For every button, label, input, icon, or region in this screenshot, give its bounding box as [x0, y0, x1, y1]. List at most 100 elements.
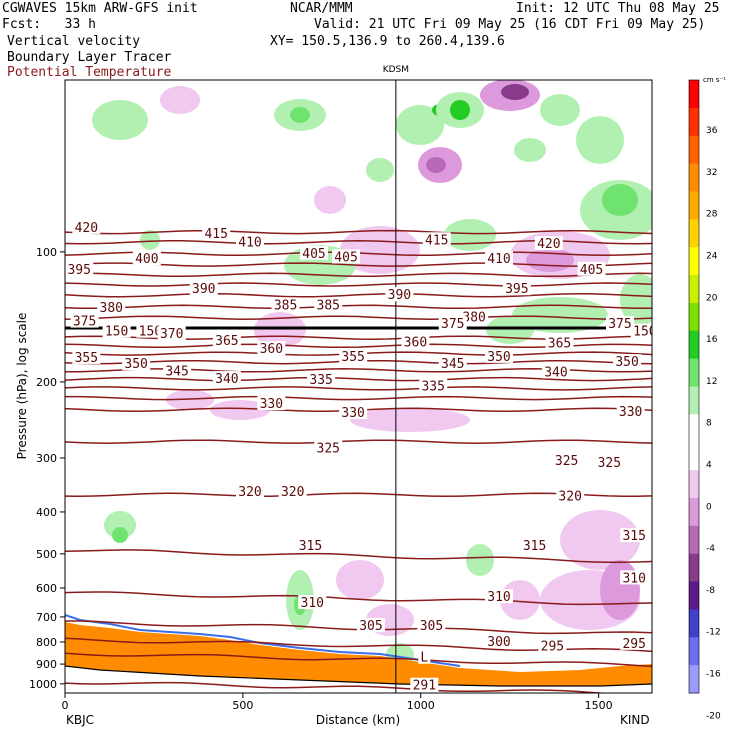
forecast-hour: Fcst: 33 h [2, 17, 96, 32]
contour-label: 415 [425, 233, 448, 248]
contour-label: 315 [523, 539, 546, 554]
x-tick-label: 500 [232, 699, 253, 712]
contour-label-bg [235, 484, 264, 499]
contour-label-bg [132, 251, 161, 266]
vertical-velocity-cell [366, 158, 394, 182]
contour-label: 305 [359, 619, 382, 634]
contour-label: 310 [301, 596, 324, 611]
contour-label-bg [257, 396, 286, 411]
contour-label-bg [97, 300, 126, 315]
contour-label-bg [541, 364, 570, 379]
colorbar-swatch [689, 330, 699, 360]
contour-label-bg [70, 313, 99, 328]
contour-label: 325 [317, 441, 340, 456]
y-axis: 100 200 300 400 500 600 700 800 900 1000 [29, 246, 65, 691]
colorbar-unit: cm s⁻¹ [703, 76, 726, 84]
vertical-velocity-cell [166, 390, 214, 410]
contour-label-bg [136, 323, 165, 338]
contour-label: 330 [260, 397, 283, 412]
x-axis-title: Distance (km) [316, 713, 400, 727]
contour-label: 330 [619, 405, 642, 420]
y-axis-title: Pressure (hPa), log scale [15, 313, 29, 460]
contour-label-bg [595, 454, 624, 469]
contour-label: 410 [487, 252, 510, 267]
contour-label-bg [485, 251, 514, 266]
contour-label: 291 [413, 679, 436, 694]
contour-label-bg [257, 341, 286, 356]
contour-label: L [420, 651, 428, 666]
x-axis: 0 500 1000 1500 [62, 693, 613, 712]
boundary-layer-tracer [65, 622, 652, 693]
colorbar-label: 0 [706, 502, 712, 512]
boundary-layer-edge [65, 614, 461, 667]
contour-label-bg [332, 249, 361, 264]
isentrope-line [65, 395, 652, 401]
colorbar-swatch [689, 219, 699, 248]
colorbar-swatch [689, 609, 699, 638]
contour-label: 405 [302, 247, 325, 262]
contour-label: 360 [260, 342, 283, 357]
contour-label: 410 [238, 235, 261, 250]
valid-time: Valid: 21 UTC Fri 09 May 25 (16 CDT Fri … [314, 17, 706, 32]
contour-label: 355 [75, 351, 98, 366]
y-tick-label: 1000 [29, 678, 57, 691]
colorbar-swatch [689, 107, 699, 137]
contour-label: 330 [341, 406, 364, 421]
contour-label-bg [189, 281, 218, 296]
isentrope-line [65, 492, 652, 498]
contour-label-bg [401, 334, 430, 349]
ground-surface [65, 665, 652, 687]
contour-label: 365 [548, 337, 571, 352]
contour-label-bg [630, 323, 652, 338]
contour-label-bg [296, 538, 325, 553]
contour-label-bg [556, 488, 585, 503]
colorbar-label: -20 [706, 711, 721, 721]
field-label-boundary-layer-tracer: Boundary Layer Tracer [7, 50, 172, 65]
colorbar-label: 16 [706, 335, 718, 345]
colorbar-swatch [689, 302, 699, 332]
contour-label: 315 [299, 539, 322, 554]
contour-label: 150 [105, 325, 128, 340]
contour-label: 355 [341, 350, 364, 365]
contour-label: 420 [537, 237, 560, 252]
vertical-velocity-cell [620, 274, 652, 326]
isentrope-line [65, 386, 652, 391]
contour-label: 335 [421, 380, 444, 395]
colorbar-swatch [689, 163, 699, 192]
vertical-velocity-cell [576, 116, 624, 164]
contour-label: 350 [124, 357, 147, 372]
y-tick-label: 400 [36, 506, 57, 519]
colorbar-label: -8 [706, 586, 715, 596]
contour-label: 335 [309, 373, 332, 388]
colorbar-swatch [689, 525, 699, 555]
isentrope-line [65, 304, 652, 310]
isentrope-line [65, 282, 652, 287]
contour-label-bg [212, 371, 241, 386]
colorbar-swatch [689, 386, 699, 415]
contour-label: 320 [238, 485, 261, 500]
vertical-velocity-cell [426, 157, 446, 173]
colorbar-swatch [689, 80, 699, 109]
isentrope-line [65, 272, 652, 278]
contour-label-bg [339, 348, 368, 363]
x-tick-label: 1500 [585, 699, 613, 712]
colorbar-swatch [689, 247, 699, 276]
vertical-velocity-cell [290, 107, 310, 123]
vertical-velocity-cell [600, 560, 640, 620]
contour-label: 390 [388, 288, 411, 303]
y-tick-label: 900 [36, 658, 57, 671]
contour-label: 370 [160, 327, 183, 342]
contour-label-bg [419, 378, 448, 393]
contour-label-bg [314, 297, 343, 312]
center-label: NCAR/MMM [290, 1, 353, 16]
colorbar-frame [688, 79, 700, 694]
colorbar: 36 32 28 24 20 16 12 8 4 0 -4 -8 -12 -16 -20 [688, 79, 721, 721]
y-tick-label: 600 [36, 582, 57, 595]
vertical-velocity-shading [92, 80, 652, 667]
contour-label-bg [235, 234, 264, 249]
contour-label: 405 [334, 250, 357, 265]
contour-label-bg [157, 326, 186, 341]
vertical-velocity-cell [514, 138, 546, 162]
contour-label-bg [300, 245, 329, 260]
contour-label-bg [65, 261, 94, 276]
